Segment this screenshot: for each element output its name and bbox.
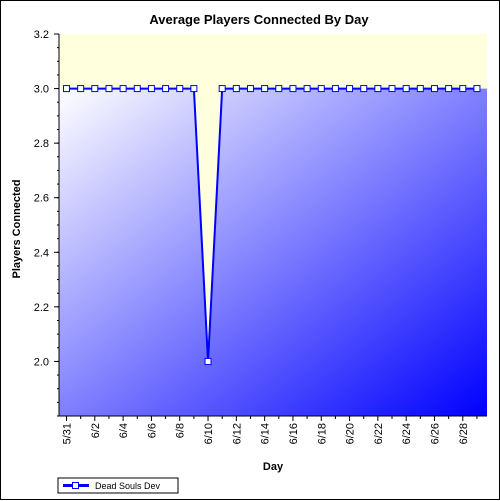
- data-point: [91, 85, 99, 93]
- data-point: [204, 357, 212, 365]
- data-point: [232, 85, 240, 93]
- x-tick-label: 6/2: [90, 423, 102, 438]
- y-tick-label: 3.2: [34, 29, 49, 41]
- legend-box: [57, 477, 179, 494]
- data-point: [275, 85, 283, 93]
- x-tick-label: 5/31: [62, 423, 74, 444]
- data-point: [261, 85, 269, 93]
- legend: Dead Souls Dev: [57, 477, 179, 494]
- chart-title: Average Players Connected By Day: [149, 12, 369, 27]
- data-point: [317, 85, 325, 93]
- data-point: [388, 85, 396, 93]
- data-point: [190, 85, 198, 93]
- x-tick-label: 6/16: [288, 423, 300, 444]
- plot-background: [59, 34, 487, 417]
- x-tick-label: 6/4: [118, 423, 130, 438]
- y-axis-title: Players Connected: [11, 179, 23, 278]
- y-tick-label: 2.2: [34, 302, 49, 314]
- data-point: [346, 85, 354, 93]
- x-tick-label: 6/24: [401, 423, 413, 444]
- y-tick-label: 3.0: [34, 84, 49, 96]
- x-tick-label: 6/20: [345, 423, 357, 444]
- data-point: [119, 85, 127, 93]
- data-point: [416, 85, 424, 93]
- data-point: [402, 85, 410, 93]
- y-tick-label: 2.6: [34, 193, 49, 205]
- data-point: [331, 85, 339, 93]
- x-axis-title: Day: [263, 461, 284, 473]
- x-tick-label: 6/6: [146, 423, 158, 438]
- series-dead-souls-dev: [63, 85, 481, 365]
- x-tick-label: 6/10: [203, 423, 215, 444]
- x-tick-label: 6/22: [373, 423, 385, 444]
- data-point: [473, 85, 481, 93]
- x-tick-label: 6/28: [458, 423, 470, 444]
- data-point: [218, 85, 226, 93]
- y-tick-label: 2.8: [34, 138, 49, 150]
- data-point: [176, 85, 184, 93]
- x-tick-label: 6/14: [260, 423, 272, 444]
- y-tick-label: 2.0: [34, 356, 49, 368]
- data-point: [289, 85, 297, 93]
- data-point: [77, 85, 85, 93]
- data-point: [162, 85, 170, 93]
- x-tick-label: 6/8: [175, 423, 187, 438]
- data-point: [360, 85, 368, 93]
- series-area-fill: [59, 88, 487, 417]
- y-axis-ticks: 2.0 2.2 2.4 2.6 2.8 3.0 3.2: [34, 29, 59, 417]
- legend-entry-label: Dead Souls Dev: [95, 481, 161, 491]
- x-axis-ticks: 5/31 6/2 6/4 6/6 6/8 6/10 6/12 6/14 6/16 6/18 6/20…: [62, 416, 478, 444]
- data-point: [133, 85, 141, 93]
- x-tick-label: 6/18: [316, 423, 328, 444]
- data-point: [147, 85, 155, 93]
- x-tick-label: 6/12: [231, 423, 243, 444]
- data-point: [374, 85, 382, 93]
- data-point: [459, 85, 467, 93]
- data-point: [63, 85, 70, 93]
- data-point: [445, 85, 453, 93]
- data-point: [105, 85, 113, 93]
- legend-marker-swatch: [72, 482, 79, 489]
- y-tick-label: 2.4: [34, 247, 49, 259]
- x-tick-label: 6/26: [429, 423, 441, 444]
- data-point: [303, 85, 311, 93]
- data-point: [430, 85, 438, 93]
- data-point: [246, 85, 254, 93]
